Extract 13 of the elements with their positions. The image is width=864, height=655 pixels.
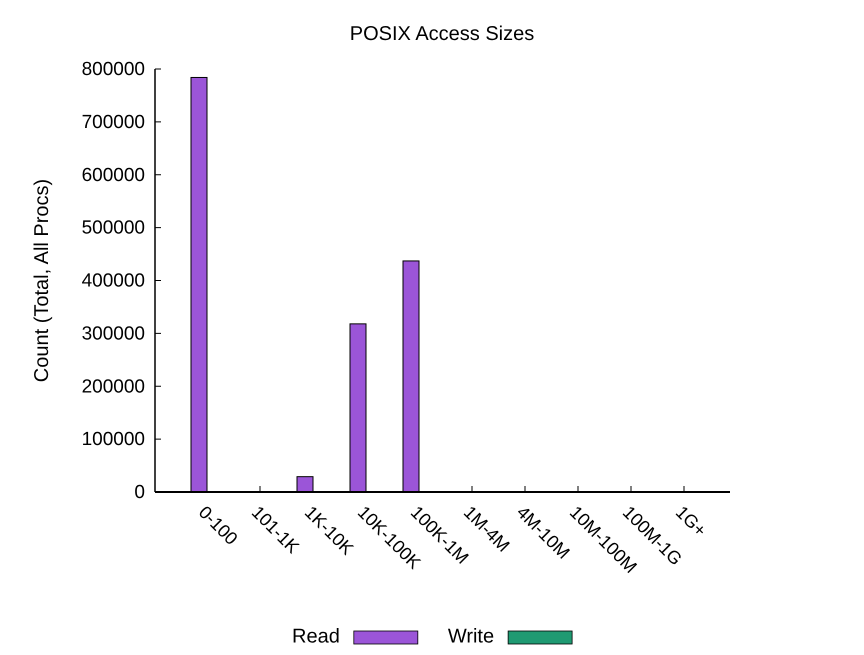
y-tick-label: 800000 [82,59,145,80]
y-tick-label: 200000 [82,376,145,398]
legend-label: Write [448,625,494,648]
chart-title: POSIX Access Sizes [350,23,534,45]
legend-label: Read [292,625,340,648]
y-tick-label: 400000 [82,270,145,292]
y-tick-label: 600000 [82,164,145,186]
y-tick-label: 0 [134,482,145,504]
y-axis-title: Count (Total, All Procs) [31,178,53,382]
y-tick-label: 100000 [82,429,145,450]
y-tick-label: 700000 [82,112,145,133]
y-tick-label: 300000 [82,323,145,344]
y-tick-label: 500000 [82,218,145,239]
